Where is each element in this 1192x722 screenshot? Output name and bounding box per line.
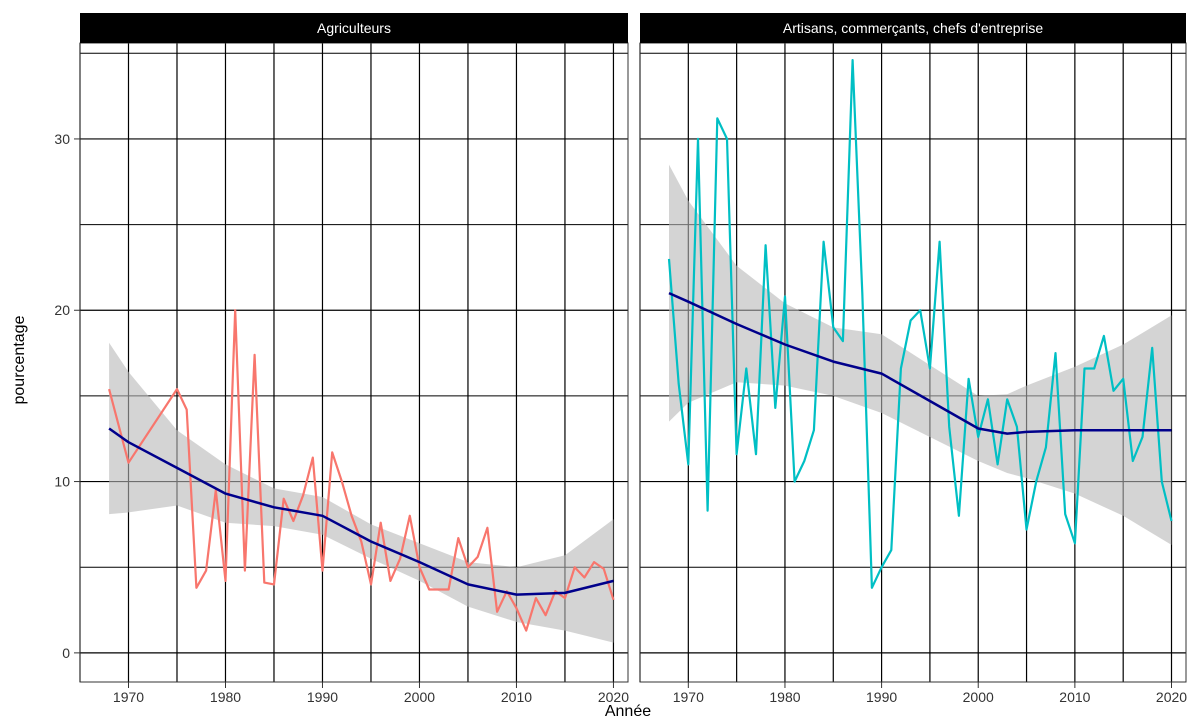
x-tick-label: 2000 — [404, 689, 435, 705]
confidence-band — [109, 342, 614, 643]
x-tick-label: 1990 — [307, 689, 338, 705]
y-axis-title: pourcentage — [11, 315, 28, 404]
series-line — [667, 58, 1173, 589]
y-tick-label: 20 — [54, 302, 70, 318]
trend-line — [108, 427, 614, 596]
x-tick-label: 1970 — [673, 689, 704, 705]
x-tick-label: 1980 — [210, 689, 241, 705]
series-line — [108, 309, 615, 632]
facet-strip-label: Agriculteurs — [317, 20, 391, 36]
x-tick-label: 2020 — [598, 689, 629, 705]
facet-panel: Agriculteurs 1970 1980 1990 2000 2010 2020 — [79, 13, 629, 705]
y-tick-label: 30 — [54, 131, 70, 147]
x-tick-label: 1970 — [113, 689, 144, 705]
x-tick-label: 2020 — [1156, 689, 1187, 705]
x-axis-title: Année — [605, 703, 651, 720]
y-tick-label: 10 — [54, 474, 70, 490]
x-tick-label: 1990 — [866, 689, 897, 705]
facet-panel: Artisans, commerçants, chefs d'entrepris… — [639, 13, 1187, 705]
x-tick-label: 2000 — [963, 689, 994, 705]
facet-strip-label: Artisans, commerçants, chefs d'entrepris… — [783, 20, 1043, 36]
facet-strip — [80, 13, 628, 43]
y-tick-label: 0 — [62, 645, 70, 661]
trend-line — [668, 291, 1172, 435]
facet-strip — [640, 13, 1186, 43]
x-tick-label: 1980 — [769, 689, 800, 705]
x-tick-label: 2010 — [501, 689, 532, 705]
x-tick-label: 2010 — [1059, 689, 1090, 705]
